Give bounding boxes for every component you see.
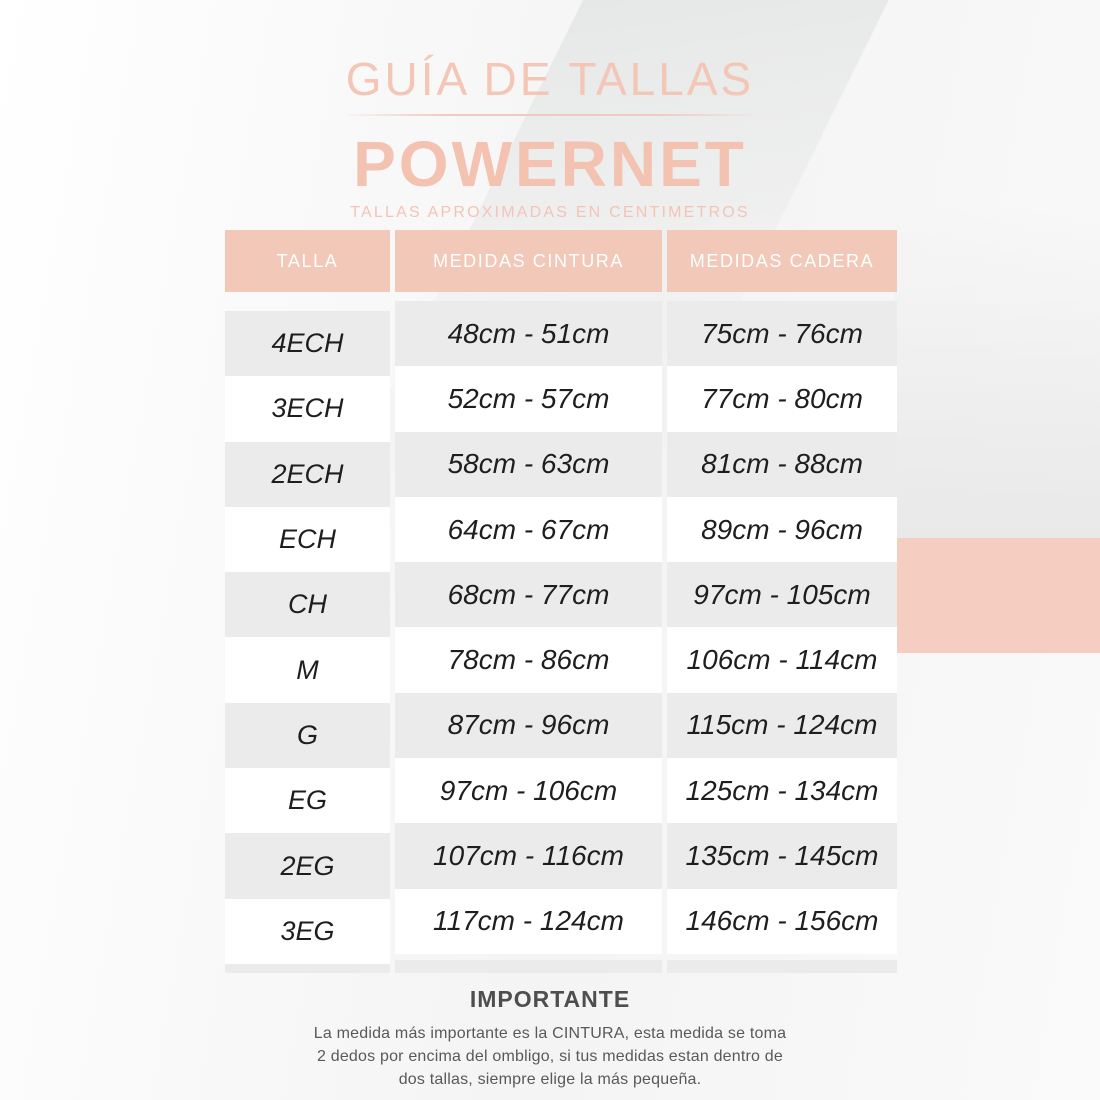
- table-row: 3EG 117cm - 124cm 146cm - 156cm: [225, 888, 897, 964]
- waist-measure: 117cm - 124cm: [395, 888, 662, 954]
- size-label: 4ECH: [225, 311, 390, 377]
- hip-measure: 97cm - 105cm: [667, 562, 897, 628]
- table-row: EG 97cm - 106cm 125cm - 134cm: [225, 758, 897, 834]
- note-line: 2 dedos por encima del ombligo, si tus m…: [316, 1048, 783, 1065]
- empty-cell: [395, 959, 662, 973]
- waist-measure: 48cm - 51cm: [395, 301, 662, 367]
- table-row: ECH 64cm - 67cm 89cm - 96cm: [225, 496, 897, 573]
- column-header-cintura: MEDIDAS CINTURA: [395, 230, 662, 292]
- waist-measure: 107cm - 116cm: [395, 823, 662, 889]
- page-title: GUÍA DE TALLAS: [345, 53, 755, 105]
- size-table: TALLA MEDIDAS CINTURA MEDIDAS CADERA 4EC…: [225, 230, 897, 973]
- hip-measure: 146cm - 156cm: [667, 888, 897, 954]
- background-right-shade: [894, 0, 1100, 538]
- waist-measure: 64cm - 67cm: [395, 496, 662, 563]
- note-line: La medida más importante es la CINTURA, …: [313, 1025, 787, 1042]
- waist-measure: 97cm - 106cm: [395, 758, 662, 824]
- header: GUÍA DE TALLAS POWERNET TALLAS APROXIMAD…: [0, 0, 1100, 222]
- waist-measure: 52cm - 57cm: [395, 366, 662, 432]
- hip-measure: 77cm - 80cm: [667, 366, 897, 432]
- table-row: G 87cm - 96cm 115cm - 124cm: [225, 692, 897, 769]
- size-label: 3EG: [225, 898, 390, 964]
- waist-measure: 68cm - 77cm: [395, 562, 662, 628]
- important-heading: IMPORTANTE: [469, 986, 631, 1012]
- note-line: dos tallas, siempre elige la más pequeña…: [398, 1071, 702, 1088]
- table-header-row: TALLA MEDIDAS CINTURA MEDIDAS CADERA: [225, 230, 897, 292]
- waist-measure: 58cm - 63cm: [395, 431, 662, 497]
- column-header-talla: TALLA: [225, 230, 390, 292]
- table-row: M 78cm - 86cm 106cm - 114cm: [225, 627, 897, 703]
- table-row: 2ECH 58cm - 63cm 81cm - 88cm: [225, 431, 897, 507]
- table-row: CH 68cm - 77cm 97cm - 105cm: [225, 562, 897, 638]
- size-label: CH: [225, 572, 390, 638]
- important-note: IMPORTANTE La medida más importante es l…: [0, 986, 1100, 1091]
- hip-measure: 125cm - 134cm: [667, 758, 897, 824]
- size-label: ECH: [225, 506, 390, 573]
- waist-measure: 87cm - 96cm: [395, 692, 662, 759]
- size-label: 2EG: [225, 833, 390, 899]
- size-label: 3ECH: [225, 376, 390, 442]
- title-divider: [347, 114, 753, 116]
- size-label: EG: [225, 768, 390, 834]
- empty-cell: [667, 959, 897, 973]
- table-row: 2EG 107cm - 116cm 135cm - 145cm: [225, 823, 897, 899]
- hip-measure: 81cm - 88cm: [667, 431, 897, 497]
- page-subtitle: TALLAS APROXIMADAS EN CENTIMETROS: [350, 204, 750, 221]
- size-label: M: [225, 637, 390, 703]
- hip-measure: 115cm - 124cm: [667, 692, 897, 759]
- table-row: 3ECH 52cm - 57cm 77cm - 80cm: [225, 366, 897, 442]
- column-header-cadera: MEDIDAS CADERA: [667, 230, 897, 292]
- waist-measure: 78cm - 86cm: [395, 627, 662, 693]
- pink-accent-rectangle: [894, 538, 1100, 653]
- brand-title: POWERNET: [353, 128, 747, 200]
- hip-measure: 89cm - 96cm: [667, 496, 897, 563]
- table-row: 4ECH 48cm - 51cm 75cm - 76cm: [225, 301, 897, 377]
- table-body: 4ECH 48cm - 51cm 75cm - 76cm 3ECH 52cm -…: [225, 301, 897, 973]
- hip-measure: 135cm - 145cm: [667, 823, 897, 889]
- size-label: G: [225, 702, 390, 769]
- note-text: La medida más importante es la CINTURA, …: [0, 1022, 1100, 1091]
- hip-measure: 75cm - 76cm: [667, 301, 897, 367]
- size-label: 2ECH: [225, 441, 390, 507]
- hip-measure: 106cm - 114cm: [667, 627, 897, 693]
